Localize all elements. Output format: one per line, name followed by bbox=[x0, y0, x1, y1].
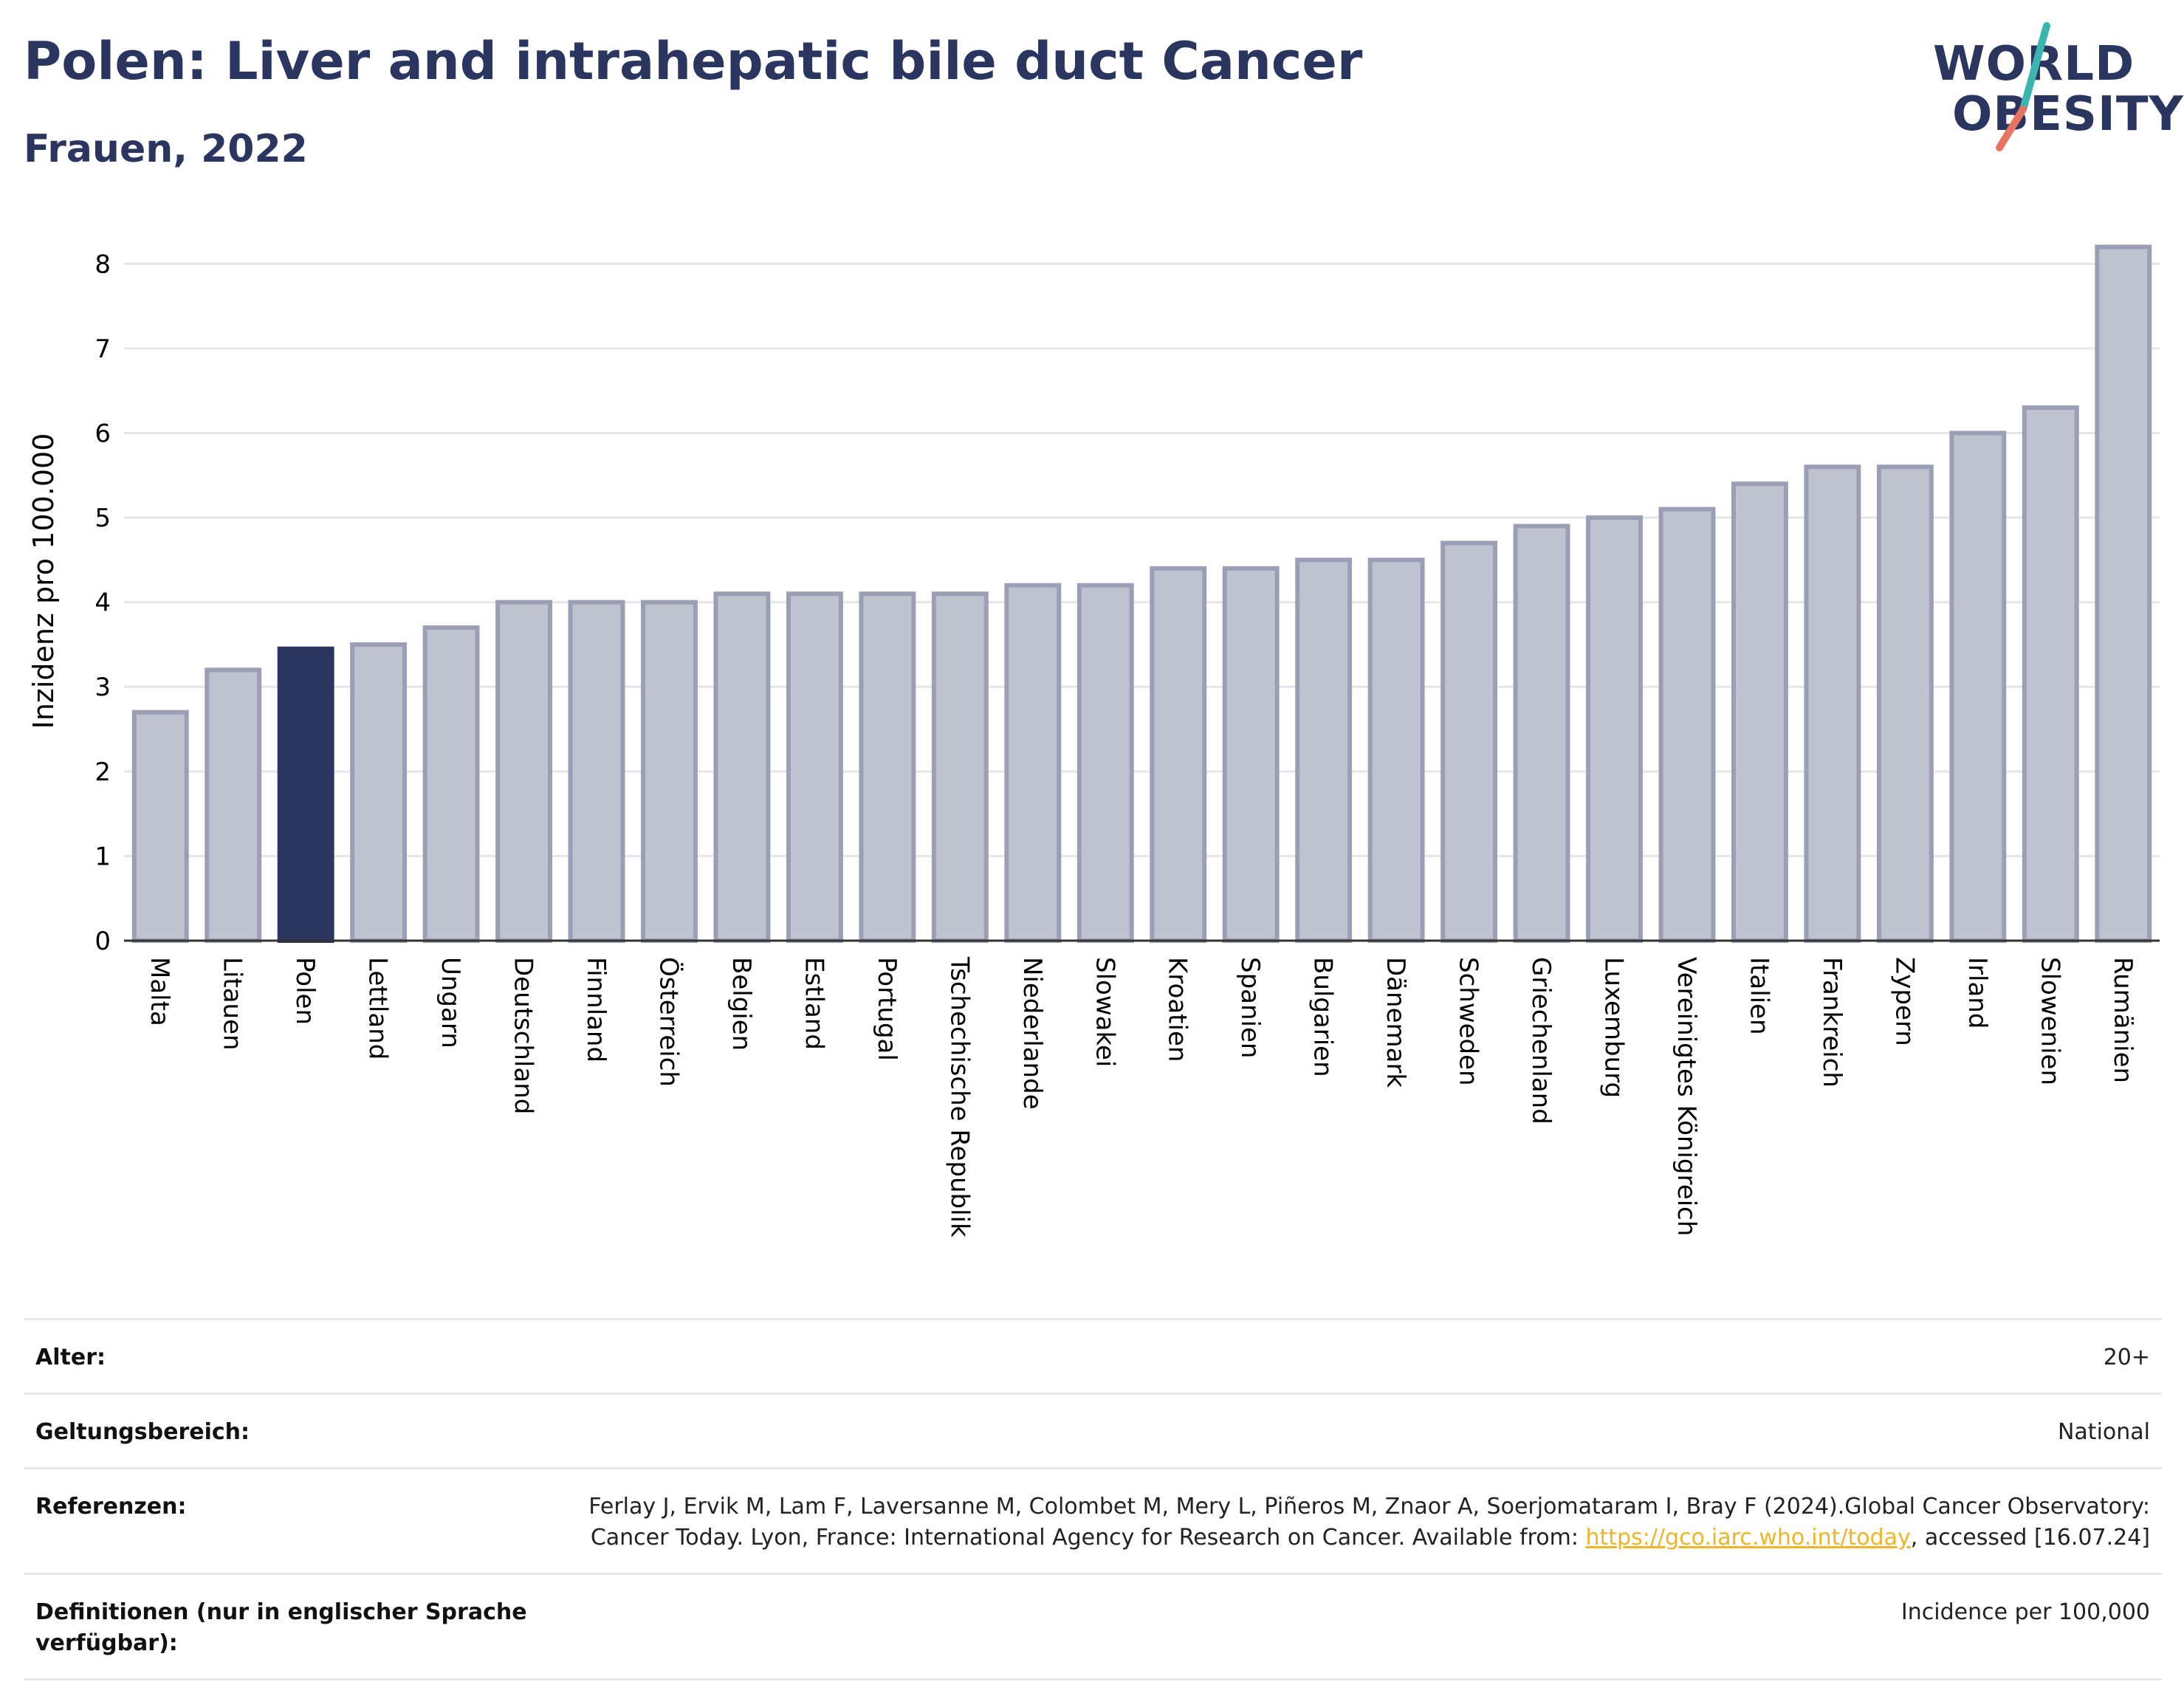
bar-litauen bbox=[205, 667, 262, 943]
y-tick-label: 3 bbox=[95, 673, 111, 702]
x-tick-label: Frankreich bbox=[1817, 957, 1847, 1088]
meta-row-references: Referenzen: Ferlay J, Ervik M, Lam F, La… bbox=[24, 1467, 2162, 1573]
page-subtitle: Frauen, 2022 bbox=[24, 127, 308, 171]
y-tick-label: 8 bbox=[95, 250, 111, 279]
y-tick-label: 6 bbox=[95, 419, 111, 448]
bar-italien bbox=[1731, 481, 1788, 944]
bar-tschechische-republik bbox=[931, 591, 989, 943]
references-label: Referenzen: bbox=[35, 1494, 187, 1520]
bar-portugal bbox=[859, 591, 916, 943]
bar-ungarn bbox=[422, 625, 480, 944]
x-tick-label: Bulgarien bbox=[1308, 957, 1338, 1077]
bar-slowakei bbox=[1076, 583, 1134, 944]
bars bbox=[131, 244, 2152, 944]
page-title: Polen: Liver and intrahepatic bile duct … bbox=[24, 31, 1363, 92]
bar-irland bbox=[1949, 430, 2007, 943]
x-tick-label: Litauen bbox=[218, 957, 247, 1051]
y-tick-label: 7 bbox=[95, 334, 111, 364]
x-tick-label: Luxemburg bbox=[1599, 957, 1629, 1098]
bar-chart: 0 1 2 3 4 5 6 7 8 Malta Litauen Polen Lettland Ungarn… bbox=[27, 244, 2160, 1237]
x-tick-label: Kroatien bbox=[1163, 957, 1192, 1062]
bar-slowenien bbox=[2022, 405, 2079, 943]
bar-schweden bbox=[1440, 540, 1498, 943]
x-tick-label: Rumänien bbox=[2108, 957, 2137, 1083]
references-value: Ferlay J, Ervik M, Lam F, Laversanne M, … bbox=[570, 1491, 2150, 1553]
bar-zypern bbox=[1876, 464, 1934, 943]
logo-slash-icon bbox=[1996, 22, 2050, 151]
bar-österreich bbox=[641, 600, 698, 943]
x-tick-label: Schweden bbox=[1454, 957, 1483, 1086]
bar-finnland bbox=[568, 600, 625, 943]
x-tick-label: Estland bbox=[799, 957, 828, 1050]
x-tick-label: Slowenien bbox=[2035, 957, 2064, 1085]
logo-line-2: OBESITY bbox=[1952, 87, 2184, 142]
x-tick-label: Niederlande bbox=[1017, 957, 1047, 1110]
scope-value: National bbox=[2057, 1419, 2150, 1445]
x-tick-label: Ungarn bbox=[436, 957, 465, 1048]
bar-rumänien bbox=[2095, 244, 2152, 944]
x-tick-label: Polen bbox=[290, 957, 320, 1025]
x-tick-label: Lettland bbox=[363, 957, 393, 1060]
x-tick-label: Italien bbox=[1744, 957, 1773, 1035]
x-tick-label: Irland bbox=[1962, 957, 1992, 1029]
age-label: Alter: bbox=[35, 1345, 106, 1370]
meta-row-definitions: Definitionen (nur in englischer Sprache … bbox=[24, 1573, 2162, 1680]
bar-deutschland bbox=[495, 600, 553, 943]
x-tick-label: Portugal bbox=[872, 957, 902, 1061]
scope-label: Geltungsbereich: bbox=[35, 1419, 250, 1445]
references-text-1: Ferlay J, Ervik M, Lam F, Laversanne M, … bbox=[588, 1494, 2150, 1551]
x-tick-label: Vereinigtes Königreich bbox=[1672, 957, 1701, 1236]
bar-vereinigtes-königreich bbox=[1658, 507, 1716, 944]
metadata-table: Alter: 20+ Geltungsbereich: National Ref… bbox=[24, 1318, 2162, 1680]
x-tick-label: Griechenland bbox=[1526, 957, 1556, 1125]
x-tick-label: Slowakei bbox=[1090, 957, 1119, 1067]
bar-polen bbox=[277, 646, 334, 943]
y-tick-label: 4 bbox=[95, 588, 111, 618]
bar-griechenland bbox=[1513, 523, 1570, 943]
y-tick-label: 0 bbox=[95, 927, 111, 956]
bar-malta bbox=[131, 710, 189, 943]
x-tick-label: Österreich bbox=[653, 957, 684, 1087]
references-text-2: , accessed [16.07.24] bbox=[1910, 1525, 2150, 1551]
bar-luxemburg bbox=[1586, 515, 1643, 943]
world-obesity-logo: WORLD OBESITY bbox=[1920, 22, 2183, 162]
x-tick-label: Deutschland bbox=[509, 957, 538, 1114]
y-tick-label: 1 bbox=[95, 842, 111, 871]
x-tick-label: Malta bbox=[145, 957, 174, 1026]
age-value: 20+ bbox=[2103, 1345, 2150, 1370]
x-tick-label: Zypern bbox=[1889, 957, 1919, 1046]
axes: 0 1 2 3 4 5 6 7 8 Malta Litauen Polen Lettland Ungarn… bbox=[95, 250, 2160, 1237]
bar-spanien bbox=[1222, 566, 1280, 943]
y-axis-label: Inzidenz pro 100.000 bbox=[27, 433, 60, 729]
references-link[interactable]: https://gco.iarc.who.int/today bbox=[1585, 1525, 1911, 1551]
bar-frankreich bbox=[1804, 464, 1861, 943]
bar-bulgarien bbox=[1295, 557, 1353, 943]
x-tick-label: Belgien bbox=[727, 957, 756, 1051]
x-tick-label: Dänemark bbox=[1381, 957, 1410, 1088]
bar-niederlande bbox=[1004, 583, 1062, 944]
x-tick-label: Tschechische Republik bbox=[944, 956, 974, 1237]
bar-lettland bbox=[350, 642, 408, 943]
meta-row-age: Alter: 20+ bbox=[24, 1318, 2162, 1393]
x-tick-label: Spanien bbox=[1235, 957, 1265, 1058]
bar-estland bbox=[786, 591, 843, 943]
bar-belgien bbox=[713, 591, 771, 943]
x-tick-label: Finnland bbox=[581, 957, 611, 1062]
meta-row-scope: Geltungsbereich: National bbox=[24, 1393, 2162, 1467]
y-tick-label: 5 bbox=[95, 504, 111, 533]
definitions-label: Definitionen (nur in englischer Sprache … bbox=[35, 1599, 527, 1656]
y-tick-label: 2 bbox=[95, 758, 111, 787]
bar-dänemark bbox=[1367, 557, 1425, 943]
definitions-value: Incidence per 100,000 bbox=[1900, 1599, 2150, 1625]
bar-kroatien bbox=[1150, 566, 1207, 943]
